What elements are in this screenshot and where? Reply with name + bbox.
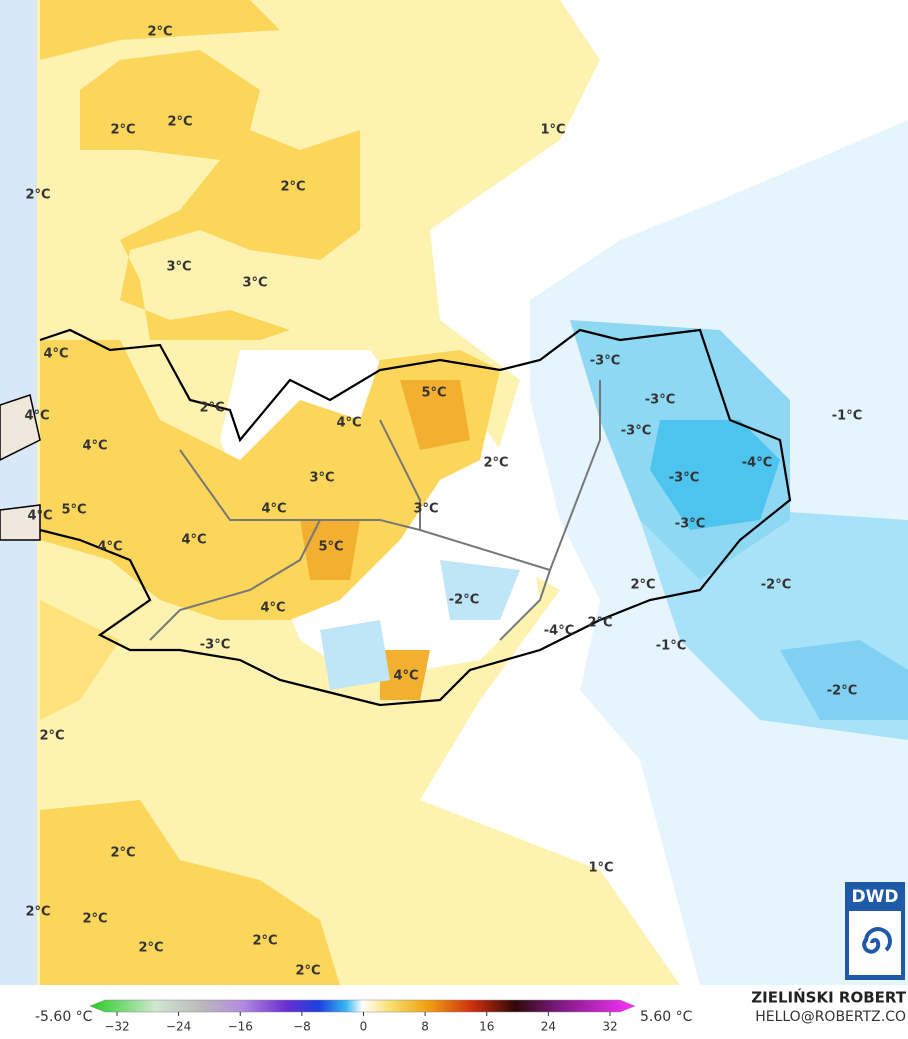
contour-label: -2°C [761, 578, 791, 593]
contour-label: 3°C [166, 260, 191, 275]
colorbar-tick-label: 24 [541, 1020, 556, 1034]
colorbar-tick-label: 0 [360, 1020, 368, 1034]
author: ZIELIŃSKI ROBERT [751, 988, 906, 1007]
contour-label: 2°C [483, 456, 508, 471]
contour-label: 5°C [318, 540, 343, 555]
contour-label: -3°C [590, 354, 620, 369]
contour-label: 2°C [25, 905, 50, 920]
contour-label: 4°C [24, 409, 49, 424]
logo-swirl [862, 927, 892, 954]
contour-label: 2°C [167, 115, 192, 130]
contour-label: 3°C [413, 502, 438, 517]
contour-label: -1°C [656, 639, 686, 654]
contour-label: 5°C [421, 386, 446, 401]
colorbar-tick-label: 8 [421, 1020, 429, 1034]
colorbar-tick-label: −8 [293, 1020, 311, 1034]
contour-label: 4°C [27, 509, 52, 524]
logo-inner [849, 911, 901, 975]
contour-label: -3°C [675, 517, 705, 532]
contour-label: -2°C [449, 593, 479, 608]
contour-label: 2°C [147, 25, 172, 40]
contour-label: 4°C [260, 601, 285, 616]
contour-label: -3°C [200, 638, 230, 653]
colorbar-max: 5.60 °C [640, 1009, 693, 1025]
contour-label: 2°C [199, 401, 224, 416]
colorbar-tick-label: 16 [479, 1020, 494, 1034]
colorbar-tick-label: −32 [104, 1020, 129, 1034]
colorbar-min: -5.60 °C [35, 1009, 93, 1025]
contour-label: 2°C [25, 188, 50, 203]
contour-label: 2°C [39, 729, 64, 744]
contour-label: 2°C [280, 180, 305, 195]
contour-label: 2°C [110, 846, 135, 861]
contour-label: 5°C [61, 503, 86, 518]
colorbar-tick-label: −24 [166, 1020, 191, 1034]
contour-label: 3°C [242, 276, 267, 291]
contour-labels: 2°C 2°C 2°C 2°C 2°C 1°C 3°C 3°C 4°C -3°C 5°C 2°C -3°… [24, 25, 862, 979]
colorbar-tick-label: −16 [228, 1020, 253, 1034]
contour-label: 2°C [82, 912, 107, 927]
contour-label: -3°C [645, 393, 675, 408]
contour-label: -2°C [827, 684, 857, 699]
contour-label: 4°C [261, 502, 286, 517]
contour-label: 4°C [336, 416, 361, 431]
contour-label: 1°C [588, 861, 613, 876]
contour-label: 2°C [295, 964, 320, 979]
contact: HELLO@ROBERTZ.CO [755, 1009, 906, 1025]
dwd-logo: DWD [845, 882, 905, 980]
colorbar: -5.60 °C 5.60 °C −32 −24 −16 −8 0 8 16 24 32 [35, 999, 693, 1034]
contour-label: -3°C [621, 424, 651, 439]
contour-label: 2°C [138, 941, 163, 956]
contour-label: 4°C [181, 533, 206, 548]
contour-label: 4°C [393, 669, 418, 684]
colorbar-tick-label: 32 [602, 1020, 617, 1034]
contour-label: 3°C [309, 471, 334, 486]
contour-label: -4°C [544, 624, 574, 639]
contour-label: 4°C [43, 347, 68, 362]
contour-label: -1°C [832, 409, 862, 424]
contour-label: 2°C [110, 123, 135, 138]
contour-label: 4°C [97, 540, 122, 555]
contour-label: -4°C [742, 456, 772, 471]
contour-label: 4°C [82, 439, 107, 454]
contour-label: 2°C [630, 578, 655, 593]
contour-label: 1°C [540, 123, 565, 138]
contour-label: 2°C [252, 934, 277, 949]
colorbar-bar [89, 999, 636, 1013]
contour-label: -3°C [669, 471, 699, 486]
logo-text: DWD [852, 887, 899, 907]
map [0, 0, 908, 985]
contour-label: 2°C [587, 616, 612, 631]
